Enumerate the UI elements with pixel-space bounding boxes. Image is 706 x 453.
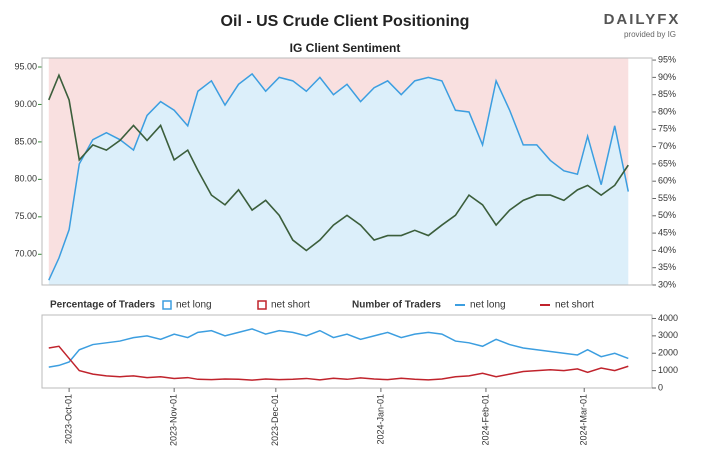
price-line [48, 73, 629, 252]
y-tick-label: 75.00 [14, 211, 37, 221]
y2-tick-label: 30% [658, 279, 676, 289]
y-tick-label: 95.00 [14, 61, 37, 71]
y2-tick-label: 70% [658, 141, 676, 151]
series-line [48, 328, 629, 368]
net-short-area [48, 58, 629, 281]
legend-label: net long [176, 300, 212, 311]
y2-tick-label: 85% [658, 89, 676, 99]
net-long-line [48, 72, 630, 281]
legend-swatch [257, 300, 267, 310]
y2-tick-label: 95% [658, 54, 676, 64]
y-tick-label: 85.00 [14, 136, 37, 146]
legend-swatch [162, 300, 172, 310]
x-tick-label: 2024-Jan-01 [375, 394, 385, 445]
net-long-area [48, 73, 629, 285]
y2-tick-label: 80% [658, 106, 676, 116]
y-tick-label: 90.00 [14, 99, 37, 109]
y-tick-label: 0 [658, 382, 663, 392]
y2-tick-label: 60% [658, 176, 676, 186]
plot-frame [41, 314, 653, 389]
y2-tick-label: 90% [658, 72, 676, 82]
x-tick-label: 2024-Mar-01 [579, 394, 589, 446]
y-tick-label: 70.00 [14, 249, 37, 259]
legend-label: net short [271, 300, 310, 311]
logo: DAILYFX [604, 11, 681, 28]
y2-tick-label: 50% [658, 210, 676, 220]
y-tick-label: 1000 [658, 365, 678, 375]
legend-label: net short [555, 300, 594, 311]
y-tick-label: 2000 [658, 348, 678, 358]
y2-tick-label: 40% [658, 245, 676, 255]
plot-frame [41, 57, 653, 286]
y2-tick-label: 75% [658, 124, 676, 134]
y-tick-label: 80.00 [14, 174, 37, 184]
y-tick-label: 3000 [658, 330, 678, 340]
x-tick-label: 2024-Feb-01 [480, 394, 490, 446]
chart-subtitle: IG Client Sentiment [290, 41, 401, 55]
x-tick-label: 2023-Dec-01 [270, 394, 280, 446]
series-line [48, 345, 629, 381]
legend-title: Percentage of Traders [50, 300, 155, 311]
legend-title: Number of Traders [352, 300, 441, 311]
y2-tick-label: 45% [658, 227, 676, 237]
x-tick-label: 2023-Oct-01 [63, 394, 73, 444]
legend-label: net long [470, 300, 506, 311]
y-tick-label: 4000 [658, 313, 678, 323]
chart-title: Oil - US Crude Client Positioning [221, 13, 470, 30]
y2-tick-label: 55% [658, 193, 676, 203]
y2-tick-label: 35% [658, 262, 676, 272]
logo-tagline: provided by IG [624, 30, 676, 39]
y2-tick-label: 65% [658, 158, 676, 168]
x-tick-label: 2023-Nov-01 [169, 394, 179, 446]
